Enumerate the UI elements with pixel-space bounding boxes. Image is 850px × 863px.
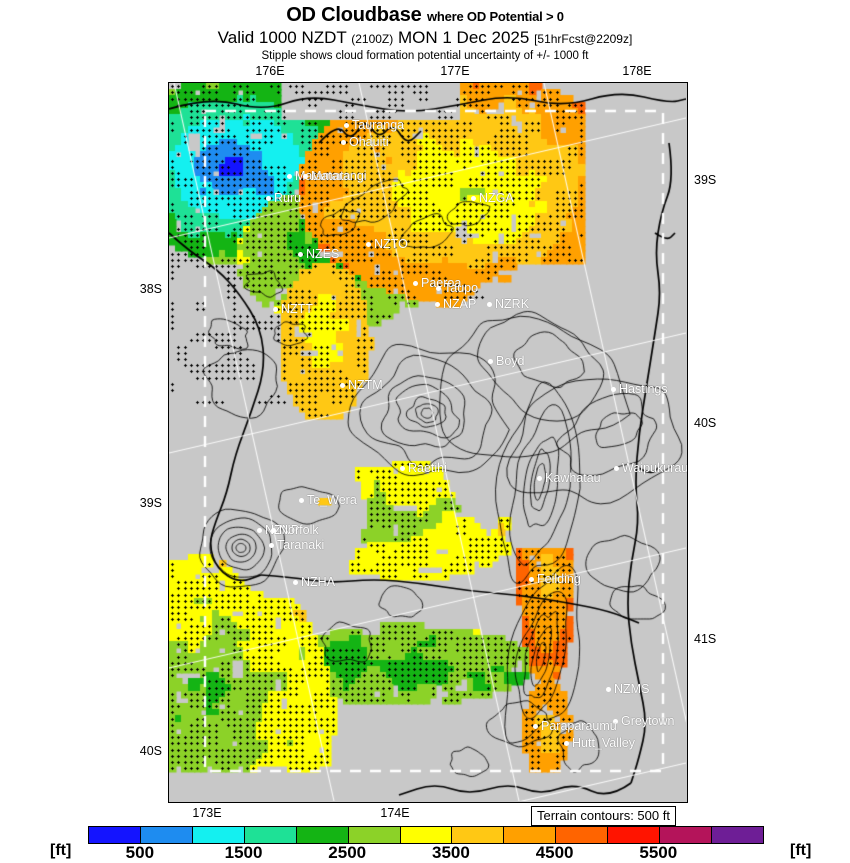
axis-tick-top: 178E bbox=[622, 64, 652, 78]
axis-tick-right: 39S bbox=[694, 173, 717, 187]
colorbar-segment bbox=[140, 827, 193, 843]
colorbar-segment bbox=[296, 827, 349, 843]
valid-time-line: Valid 1000 NZDT (2100Z) MON 1 Dec 2025 [… bbox=[0, 28, 850, 49]
axis-tick-left: 38S bbox=[139, 282, 162, 296]
forecast-tag: [51hrFcst@2209z] bbox=[534, 32, 633, 46]
colorbar-tick-label: 4500 bbox=[535, 843, 574, 862]
colorbar-unit-right: [ft] bbox=[790, 842, 812, 859]
colorbar-segment bbox=[712, 827, 763, 843]
colorbar-tick-label: 3500 bbox=[432, 843, 470, 862]
colorbar-segment bbox=[89, 827, 141, 843]
colorbar-tick-label: 1500 bbox=[224, 843, 263, 862]
colorbar-tick-label: 5500 bbox=[639, 843, 678, 862]
terrain-contour-note: Terrain contours: 500 ft bbox=[531, 806, 676, 826]
axis-tick-left: 40S bbox=[139, 744, 162, 758]
colorbar-segment bbox=[452, 827, 505, 843]
colorbar-segment bbox=[348, 827, 401, 843]
colorbar-segment bbox=[504, 827, 557, 843]
cloudbase-heatmap-canvas bbox=[169, 83, 686, 801]
colorbar-segment bbox=[608, 827, 661, 843]
subtitle: Stipple shows cloud formation potential … bbox=[261, 50, 589, 62]
colorbar-segment bbox=[660, 827, 713, 843]
map-plot-area[interactable]: Tauranga Ohauiti Matamata Matarangi Ruru NZGA… bbox=[168, 82, 688, 803]
colorbar-segment bbox=[400, 827, 453, 843]
axis-tick-right: 41S bbox=[694, 632, 717, 646]
colorbar-segment bbox=[244, 827, 297, 843]
axis-tick-left: 39S bbox=[139, 496, 162, 510]
title-qualifier: where OD Potential > 0 bbox=[426, 9, 564, 24]
valid-zulu: (2100Z) bbox=[351, 32, 394, 46]
title-block: OD Cloudbase where OD Potential > 0 Vali… bbox=[0, 0, 850, 63]
colorbar-segment bbox=[556, 827, 609, 843]
valid-prefix: Valid 1000 NZDT bbox=[217, 28, 347, 47]
page-title: OD Cloudbase where OD Potential > 0 bbox=[0, 0, 850, 28]
axis-tick-right: 40S bbox=[694, 416, 717, 430]
colorbar-area: [ft] [ft] 500 1500 2500 3500 4500 5500 bbox=[0, 822, 850, 862]
colorbar-segment bbox=[192, 827, 245, 843]
colorbar-tick-label: 500 bbox=[125, 843, 155, 862]
axis-tick-bottom: 174E bbox=[380, 806, 410, 820]
axis-tick-bottom: 173E bbox=[192, 806, 222, 820]
valid-date: MON 1 Dec 2025 bbox=[398, 28, 530, 47]
axis-tick-top: 176E bbox=[255, 64, 285, 78]
title-main: OD Cloudbase bbox=[286, 4, 422, 26]
colorbar-tick-label: 2500 bbox=[328, 843, 367, 862]
axis-tick-top: 177E bbox=[440, 64, 470, 78]
colorbar[interactable] bbox=[88, 826, 764, 844]
colorbar-unit-left: [ft] bbox=[50, 842, 72, 859]
